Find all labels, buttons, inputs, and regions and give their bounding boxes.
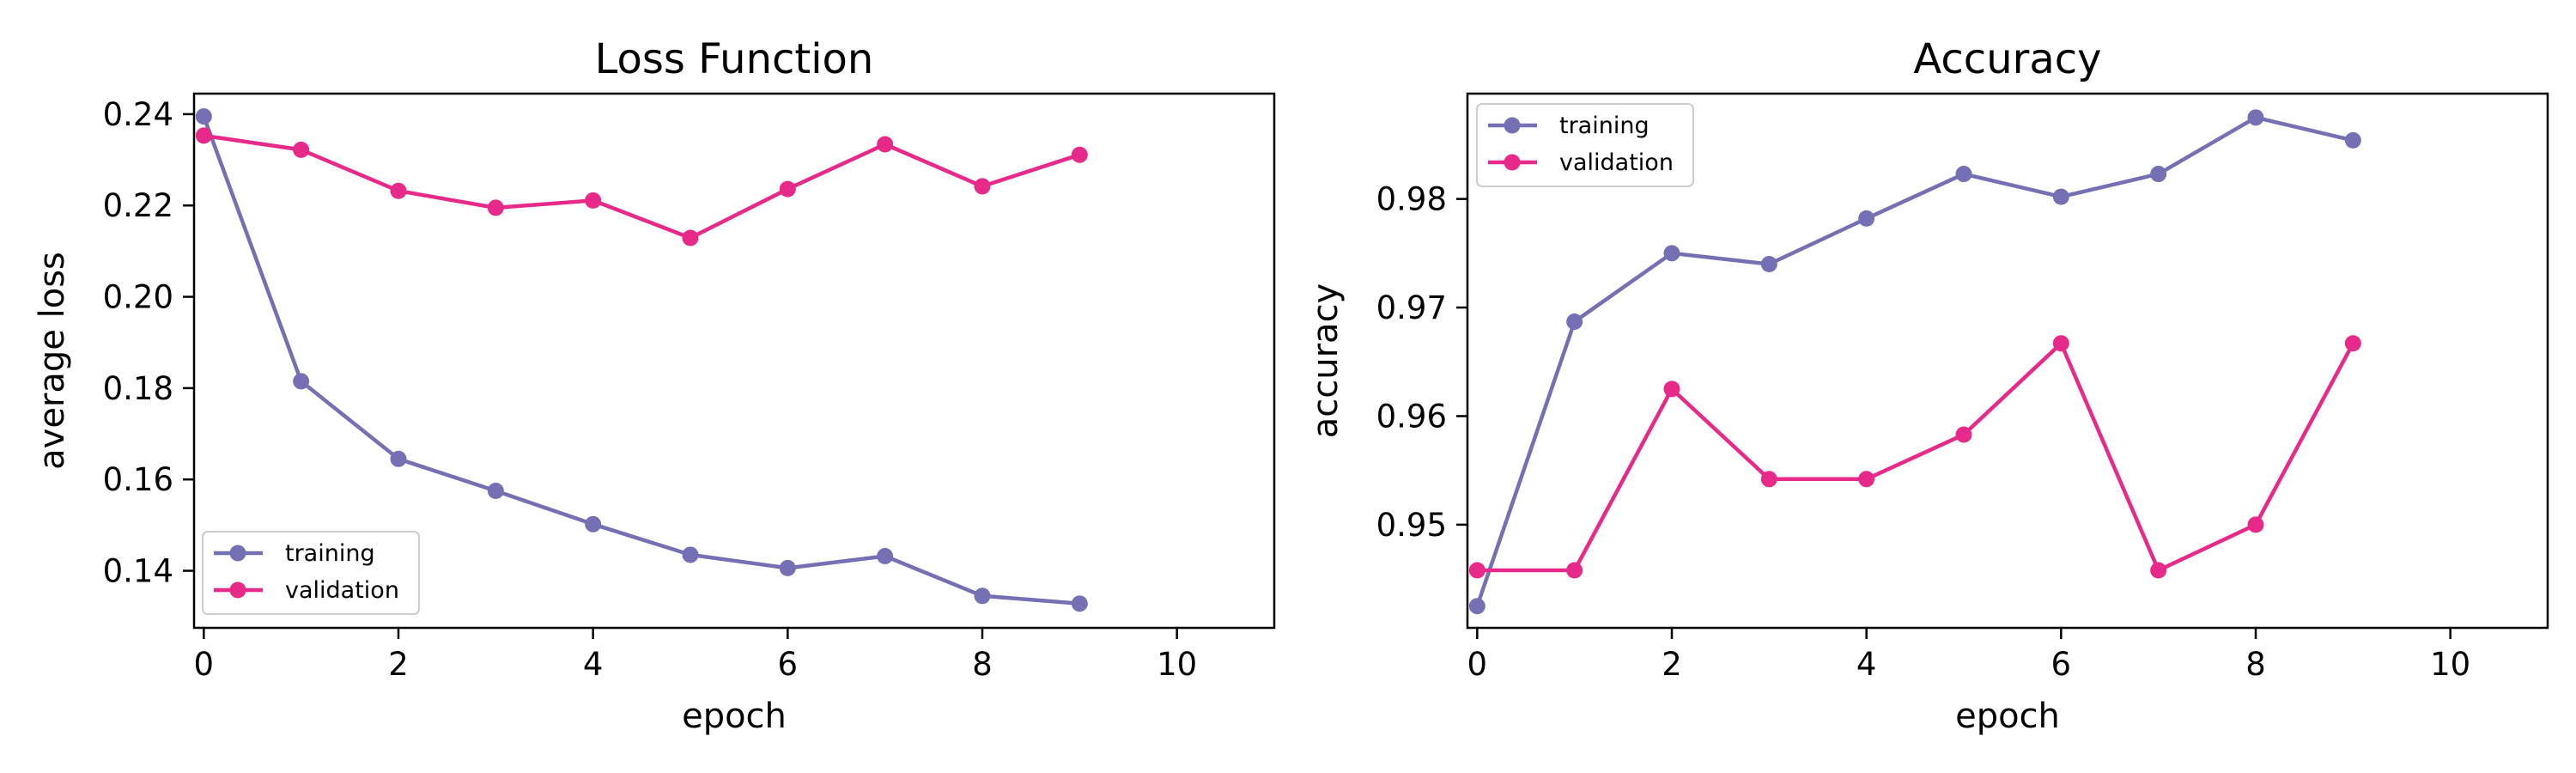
data-point-validation — [779, 180, 796, 198]
chart-title: Loss Function — [595, 35, 874, 83]
x-tick-label: 8 — [972, 646, 993, 683]
y-tick-label: 0.95 — [1376, 507, 1447, 544]
plot-frame — [1466, 92, 2549, 630]
data-point-validation — [1071, 146, 1088, 163]
data-point-validation — [1760, 471, 1777, 488]
data-point-training — [2247, 109, 2264, 126]
data-point-training — [682, 546, 699, 563]
x-tick-label: 4 — [583, 646, 604, 683]
data-point-training — [1663, 245, 1680, 262]
x-axis-label: epoch — [1955, 697, 2060, 736]
series-line-validation — [203, 133, 1080, 240]
data-point-training — [2052, 188, 2069, 205]
data-point-validation — [2344, 335, 2361, 352]
data-point-training — [779, 559, 796, 576]
x-tick-label: 10 — [2430, 646, 2470, 683]
series-line-validation — [1477, 341, 2355, 573]
data-point-validation — [195, 127, 212, 144]
y-tick-label: 0.98 — [1376, 181, 1447, 218]
data-point-training — [974, 587, 991, 605]
x-tick-label: 2 — [388, 646, 409, 683]
y-tick-label: 0.97 — [1376, 289, 1447, 326]
data-point-training — [877, 548, 894, 565]
legend-marker-training — [229, 545, 246, 562]
data-point-validation — [487, 199, 504, 216]
data-point-validation — [1468, 562, 1485, 579]
series-line-training — [1475, 115, 2354, 607]
data-point-validation — [682, 229, 699, 247]
data-point-training — [293, 373, 310, 390]
data-point-validation — [877, 136, 894, 153]
data-point-validation — [293, 141, 310, 158]
data-point-training — [1858, 210, 1875, 227]
legend-label-validation: validation — [285, 577, 399, 604]
data-point-training — [487, 483, 504, 500]
x-tick-label: 10 — [1157, 646, 1197, 683]
data-point-validation — [390, 182, 407, 199]
x-tick-label: 8 — [2245, 646, 2266, 683]
data-point-training — [1071, 595, 1088, 612]
y-tick-label: 0.18 — [103, 370, 173, 407]
x-tick-label: 0 — [194, 646, 215, 683]
data-point-training — [585, 515, 602, 533]
chart-title: Accuracy — [1913, 35, 2101, 83]
legend-marker-training — [1504, 117, 1521, 134]
data-point-validation — [1955, 426, 1972, 443]
x-tick-label: 4 — [1856, 646, 1877, 683]
data-point-training — [2150, 166, 2167, 183]
data-point-training — [2344, 131, 2361, 149]
x-tick-label: 6 — [2051, 646, 2072, 683]
x-tick-label: 2 — [1662, 646, 1682, 683]
legend-label-training: training — [285, 540, 375, 567]
data-point-validation — [1566, 562, 1583, 579]
legend: training validation — [202, 531, 420, 615]
data-point-validation — [2150, 562, 2167, 579]
legend-marker-validation — [1504, 154, 1521, 171]
data-point-training — [1468, 598, 1485, 615]
y-tick-label: 0.24 — [103, 96, 173, 133]
data-point-validation — [1858, 471, 1875, 488]
y-axis-label: average loss — [33, 252, 72, 470]
legend-label-validation: validation — [1559, 149, 1674, 176]
y-tick-label: 0.16 — [103, 461, 173, 498]
data-point-training — [1760, 255, 1777, 272]
plot-frame — [192, 92, 1276, 630]
data-point-validation — [1663, 380, 1680, 398]
legend: training validation — [1476, 103, 1694, 187]
y-tick-label: 0.14 — [103, 553, 173, 590]
data-point-training — [1955, 166, 1972, 183]
y-tick-label: 0.20 — [103, 279, 173, 316]
data-point-validation — [2052, 335, 2069, 352]
data-point-training — [390, 450, 407, 467]
data-point-validation — [585, 192, 602, 209]
data-point-validation — [2247, 516, 2264, 533]
data-point-training — [1566, 313, 1583, 330]
chart-panel-1: Accuracy epoch accuracy 0 2 4 6 8 10 0.95 0.96 0.97… — [1306, 35, 2549, 736]
y-tick-label: 0.96 — [1376, 398, 1447, 435]
x-tick-label: 0 — [1467, 646, 1488, 683]
series-line-training — [202, 115, 1080, 606]
legend-marker-validation — [229, 581, 246, 599]
x-tick-label: 6 — [778, 646, 799, 683]
data-point-training — [195, 108, 212, 125]
legend-label-training: training — [1559, 113, 1649, 139]
chart-panel-0: Loss Function epoch average loss 0 2 4 6 8 10 0.1… — [33, 35, 1276, 736]
data-point-validation — [974, 178, 991, 195]
x-axis-label: epoch — [682, 697, 787, 736]
y-tick-label: 0.22 — [103, 187, 173, 224]
y-axis-label: accuracy — [1306, 283, 1346, 438]
